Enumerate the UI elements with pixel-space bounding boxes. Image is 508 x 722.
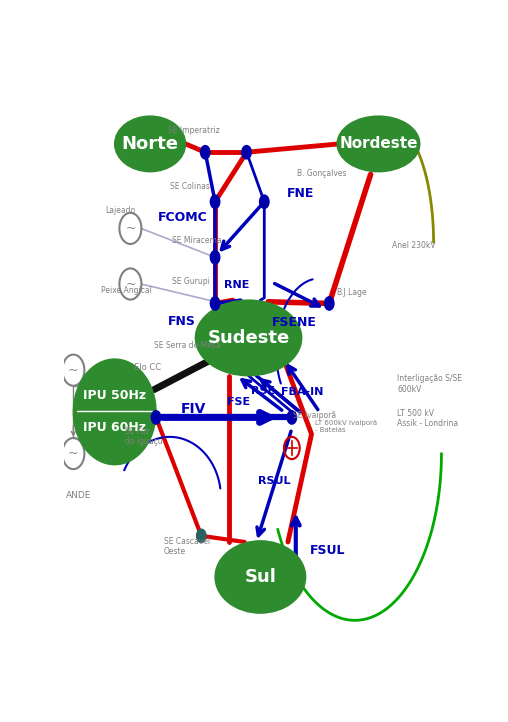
Text: ~: ~ — [68, 447, 79, 460]
Text: FIV: FIV — [181, 402, 206, 416]
Text: FNE: FNE — [287, 187, 314, 200]
Text: RSE: RSE — [250, 386, 275, 396]
Ellipse shape — [73, 359, 156, 465]
Circle shape — [287, 411, 297, 424]
Ellipse shape — [215, 541, 306, 613]
Circle shape — [210, 297, 220, 310]
Text: SE Ivaiporã: SE Ivaiporã — [293, 412, 336, 420]
Ellipse shape — [115, 116, 185, 172]
Circle shape — [201, 146, 210, 159]
Text: Lajeado: Lajeado — [106, 206, 136, 214]
Text: Peixe Angical: Peixe Angical — [101, 286, 152, 295]
Text: SE Colinas: SE Colinas — [170, 182, 210, 191]
Text: SE Serra de Mesa: SE Serra de Mesa — [154, 341, 220, 349]
Text: SE Gurupi: SE Gurupi — [172, 277, 210, 286]
Text: Interligação S/SE
600kV: Interligação S/SE 600kV — [397, 375, 462, 393]
Text: SE Imperatriz: SE Imperatriz — [168, 126, 219, 134]
Circle shape — [210, 251, 220, 264]
Text: SE Cascavel
Oeste: SE Cascavel Oeste — [164, 537, 210, 557]
Text: IPU 50Hz: IPU 50Hz — [83, 388, 146, 401]
Text: ANDE: ANDE — [66, 491, 91, 500]
Circle shape — [197, 529, 206, 542]
Text: Sul: Sul — [244, 568, 276, 586]
Circle shape — [242, 146, 251, 159]
Text: RNE: RNE — [224, 280, 249, 290]
Text: FBA-IN: FBA-IN — [281, 388, 324, 397]
Text: RSUL: RSUL — [259, 477, 291, 487]
Text: Sudeste: Sudeste — [207, 329, 290, 347]
Text: Elo CC: Elo CC — [134, 363, 161, 372]
Text: Norte: Norte — [121, 135, 179, 153]
Ellipse shape — [196, 300, 302, 375]
Text: ~: ~ — [125, 222, 136, 235]
Text: FNS: FNS — [168, 315, 195, 328]
Text: LT 600kV Ivaiporã
- Bateias: LT 600kV Ivaiporã - Bateias — [315, 420, 377, 433]
Text: Nordeste: Nordeste — [339, 136, 418, 152]
Text: Anel 230kV: Anel 230kV — [392, 240, 436, 250]
Circle shape — [325, 297, 334, 310]
Circle shape — [210, 195, 220, 209]
Circle shape — [260, 195, 269, 209]
Text: FSUL: FSUL — [310, 544, 345, 557]
Text: B.J.Lage: B.J.Lage — [336, 288, 367, 297]
Text: FSENE: FSENE — [272, 316, 317, 329]
Text: ~: ~ — [125, 277, 136, 290]
Circle shape — [151, 411, 161, 424]
Text: SE Foz
do Iguaçu: SE Foz do Iguaçu — [124, 427, 162, 446]
Text: LT 500 kV
Assik - Londrina: LT 500 kV Assik - Londrina — [397, 409, 459, 428]
Text: FSE: FSE — [227, 397, 250, 407]
Ellipse shape — [337, 116, 420, 172]
Text: IPU 60Hz: IPU 60Hz — [83, 421, 146, 434]
Text: B. Gonçalves: B. Gonçalves — [297, 170, 347, 178]
Text: SE Miracema: SE Miracema — [172, 235, 221, 245]
Text: ~: ~ — [68, 364, 79, 377]
Text: FCOMC: FCOMC — [158, 211, 208, 224]
